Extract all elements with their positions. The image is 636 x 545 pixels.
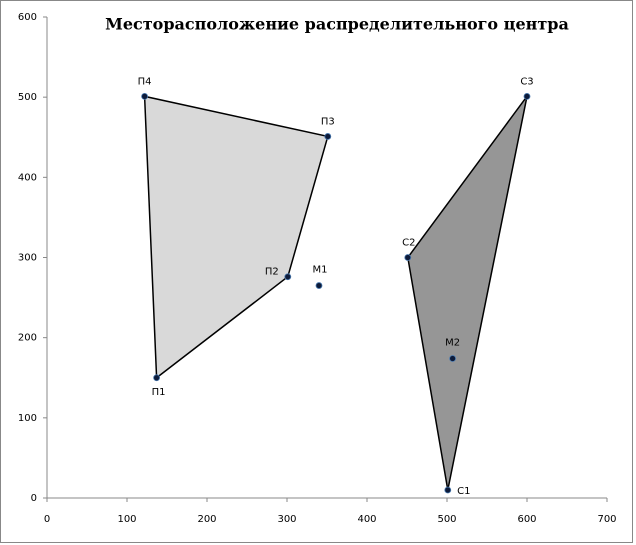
polygon xyxy=(407,95,528,491)
x-tick-label: 400 xyxy=(357,514,376,525)
y-tick-label: 600 xyxy=(18,12,37,23)
x-tick-label: 100 xyxy=(117,514,136,525)
point-label: С2 xyxy=(402,238,415,249)
point-label: М1 xyxy=(313,265,328,276)
point-label: С3 xyxy=(520,76,533,87)
x-tick-label: 300 xyxy=(277,514,296,525)
y-tick-label: 200 xyxy=(18,333,37,344)
x-tick-label: 200 xyxy=(197,514,216,525)
x-tick-label: 500 xyxy=(437,514,456,525)
point xyxy=(153,374,161,382)
point xyxy=(141,92,149,100)
x-tick-label: 700 xyxy=(597,514,616,525)
point-label: С1 xyxy=(457,486,470,497)
point xyxy=(449,355,457,362)
point xyxy=(523,92,531,100)
point xyxy=(315,282,323,289)
point-label: М2 xyxy=(445,338,460,349)
point xyxy=(284,273,292,281)
x-tick-label: 600 xyxy=(517,514,536,525)
point-label: П1 xyxy=(152,387,166,398)
y-tick-label: 100 xyxy=(18,413,37,424)
point xyxy=(404,254,412,261)
point xyxy=(324,133,332,140)
y-tick-label: 300 xyxy=(18,253,37,264)
y-tick-label: 400 xyxy=(18,172,37,183)
chart-title: Месторасположение распределительного цен… xyxy=(105,15,569,34)
point-label: П3 xyxy=(321,116,335,127)
point-label: П4 xyxy=(138,76,152,87)
y-tick-label: 500 xyxy=(18,92,37,103)
x-tick-label: 0 xyxy=(44,514,50,525)
point-label: П2 xyxy=(265,267,279,278)
y-tick-label: 0 xyxy=(31,493,37,504)
point xyxy=(444,486,452,494)
